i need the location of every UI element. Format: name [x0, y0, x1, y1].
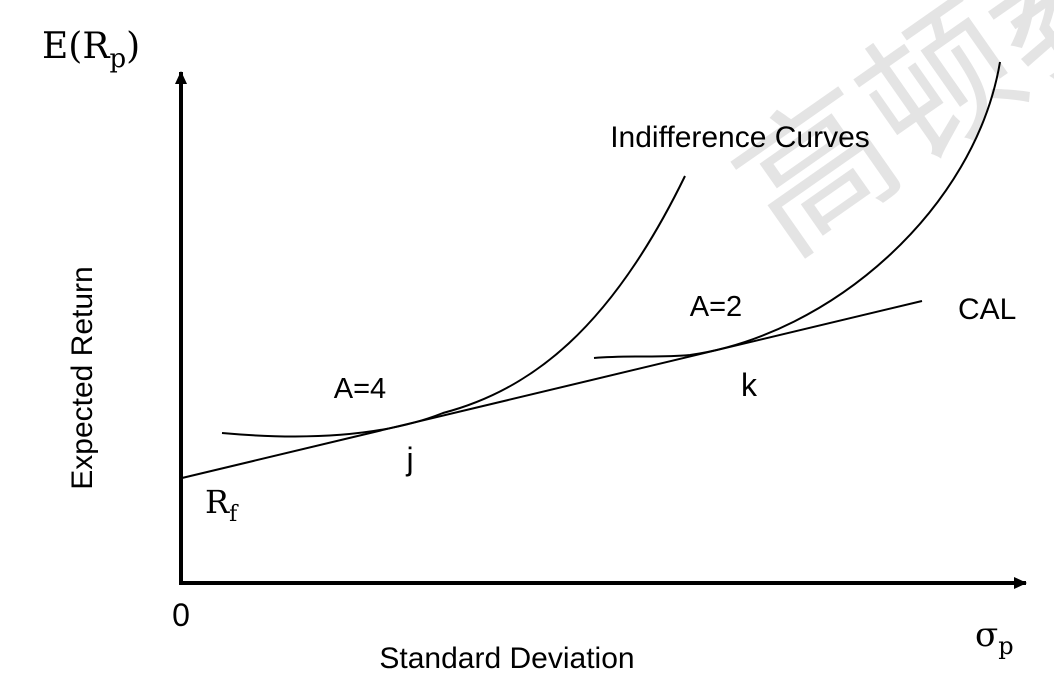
curve-a2-label: A=2 — [690, 291, 742, 323]
x-axis-label: Standard Deviation — [379, 642, 634, 675]
origin-label: 0 — [172, 597, 190, 633]
indifference-curve-a2 — [593, 61, 1001, 359]
y-axis-symbol: E(Rp) — [42, 26, 140, 74]
point-k-label: k — [741, 367, 758, 403]
cal-label: CAL — [958, 293, 1016, 326]
y-axis-label: Expected Return — [66, 266, 99, 489]
x-axis-symbol: σp — [975, 615, 1014, 660]
curve-a4-label: A=4 — [334, 373, 386, 405]
rf-label: Rf — [205, 483, 239, 527]
indifference-curve-a4 — [221, 175, 686, 438]
point-j-label: j — [405, 441, 413, 477]
cal-line — [181, 300, 923, 479]
indifference-curves-title: Indifference Curves — [610, 121, 870, 154]
